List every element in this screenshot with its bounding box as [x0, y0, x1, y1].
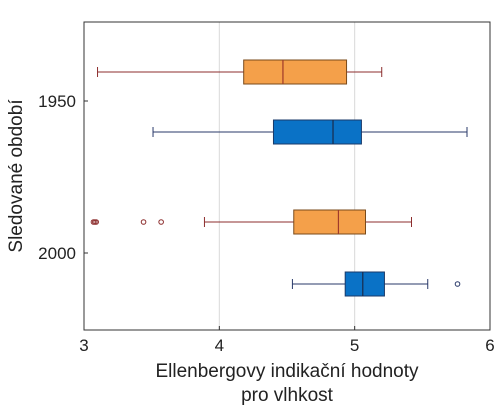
y-tick-label: 2000 [38, 244, 76, 263]
outlier-point [158, 219, 164, 225]
box-plot-item [152, 119, 468, 145]
box-plot-item [291, 271, 461, 297]
x-axis-label-line-1: Ellenbergovy indikační hodnoty [155, 361, 419, 382]
plot-frame [83, 21, 491, 331]
box-plot-item [90, 209, 413, 235]
outlier-point [454, 281, 461, 287]
box-plot-item [97, 59, 383, 85]
x-tick-label: 5 [350, 336, 359, 355]
x-axis-label-line-2: pro vlhkost [241, 385, 334, 406]
x-tick-label: 6 [485, 336, 494, 355]
iqr-box [272, 119, 362, 145]
iqr-box [293, 209, 366, 235]
x-tick-label: 3 [79, 336, 88, 355]
x-tick-label: 4 [215, 336, 224, 355]
iqr-box [344, 271, 385, 297]
iqr-box [243, 59, 348, 85]
boxes-layer [90, 59, 468, 297]
y-tick-label: 1950 [38, 92, 76, 111]
outlier-point [140, 219, 147, 225]
y-axis-label: Sledované období [6, 99, 27, 253]
y-axis: 1950 2000 [38, 92, 88, 263]
x-axis: 3 4 5 6 [79, 326, 495, 355]
outlier-point [93, 219, 99, 225]
